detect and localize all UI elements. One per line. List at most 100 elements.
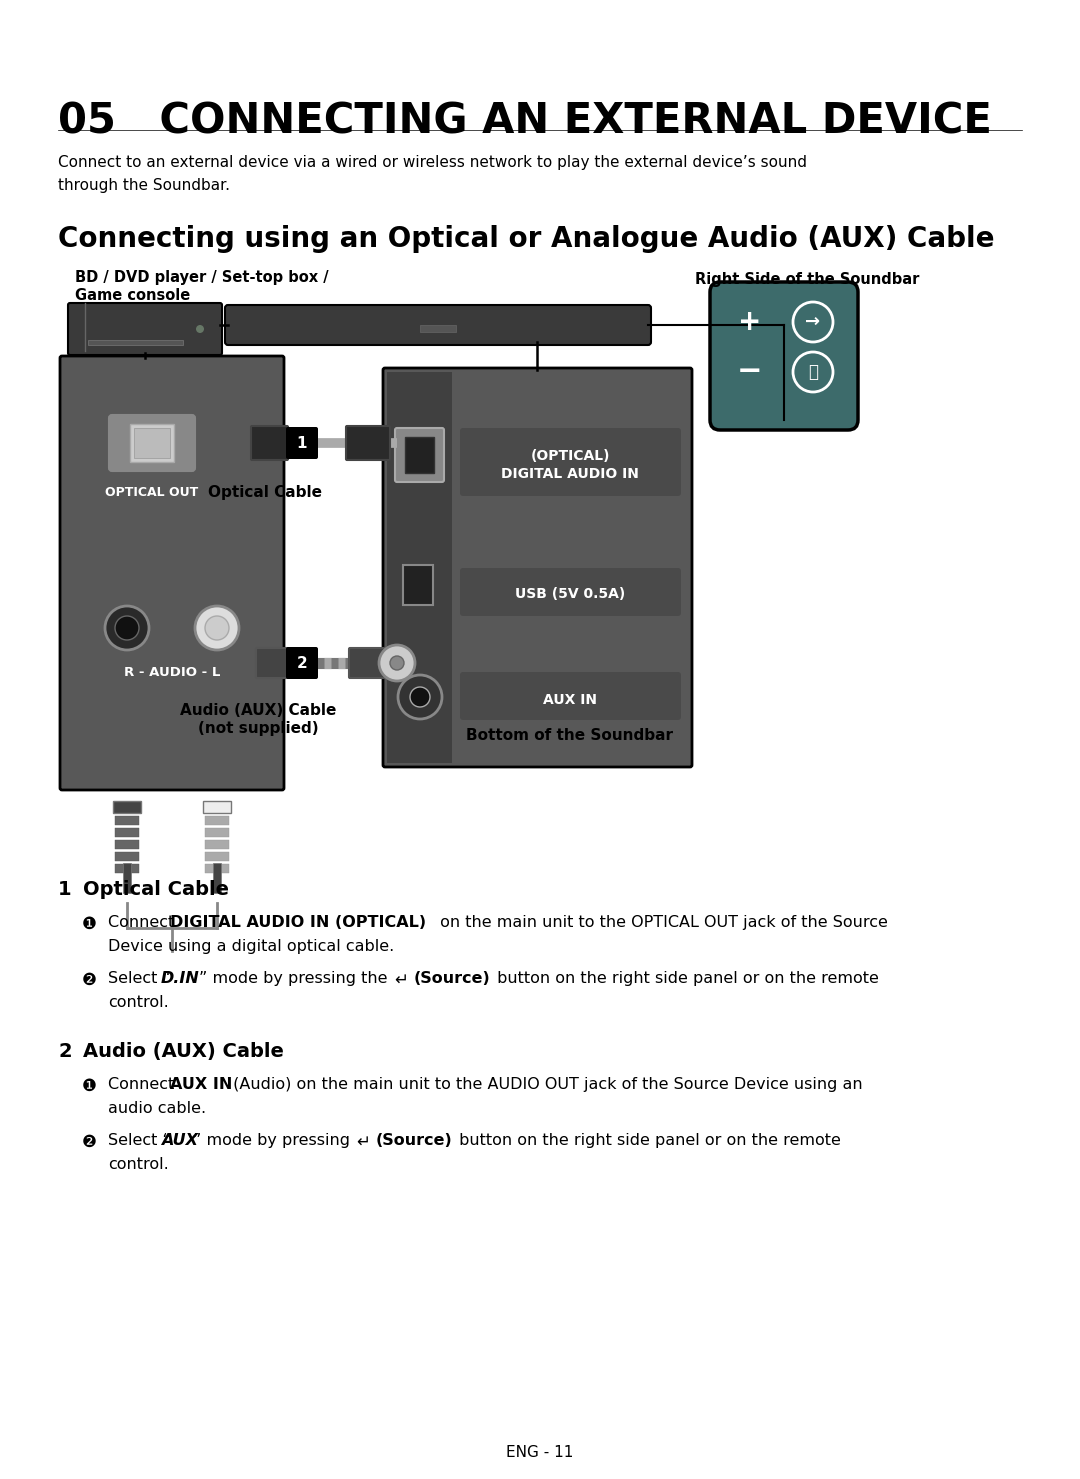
Text: button on the right side panel or on the remote: button on the right side panel or on the… — [492, 972, 879, 986]
FancyBboxPatch shape — [60, 356, 284, 790]
Text: AUX IN: AUX IN — [170, 1077, 232, 1092]
FancyBboxPatch shape — [68, 303, 222, 355]
Text: Device using a digital optical cable.: Device using a digital optical cable. — [108, 939, 394, 954]
FancyBboxPatch shape — [286, 646, 318, 679]
Text: 2: 2 — [58, 1043, 71, 1060]
Text: 1: 1 — [58, 880, 71, 899]
Text: (Audio) on the main unit to the AUDIO OUT jack of the Source Device using an: (Audio) on the main unit to the AUDIO OU… — [228, 1077, 863, 1092]
Text: button on the right side panel or on the remote: button on the right side panel or on the… — [454, 1133, 841, 1148]
Text: DIGITAL AUDIO IN: DIGITAL AUDIO IN — [501, 467, 639, 481]
Bar — [203, 802, 231, 813]
Text: D.IN: D.IN — [161, 972, 200, 986]
Text: Right Side of the Soundbar: Right Side of the Soundbar — [696, 272, 919, 287]
FancyBboxPatch shape — [460, 427, 681, 495]
FancyBboxPatch shape — [460, 671, 681, 720]
Circle shape — [390, 657, 404, 670]
FancyBboxPatch shape — [395, 427, 444, 482]
Bar — [205, 828, 229, 837]
Text: R - AUDIO - L: R - AUDIO - L — [124, 666, 220, 679]
Text: 2: 2 — [297, 655, 308, 670]
Text: ” mode by pressing: ” mode by pressing — [193, 1133, 350, 1148]
Bar — [114, 805, 139, 813]
Circle shape — [205, 615, 229, 640]
Text: audio cable.: audio cable. — [108, 1100, 206, 1117]
Text: on the main unit to the OPTICAL OUT jack of the Source: on the main unit to the OPTICAL OUT jack… — [435, 916, 888, 930]
Text: Connecting using an Optical or Analogue Audio (AUX) Cable: Connecting using an Optical or Analogue … — [58, 225, 995, 253]
FancyBboxPatch shape — [256, 648, 288, 677]
Text: ↵: ↵ — [356, 1133, 369, 1151]
Text: Select “: Select “ — [108, 1133, 171, 1148]
Text: Select “: Select “ — [108, 972, 171, 986]
Circle shape — [410, 688, 430, 707]
Bar — [113, 802, 141, 813]
Text: USB (5V 0.5A): USB (5V 0.5A) — [515, 587, 625, 600]
Text: Bottom of the Soundbar: Bottom of the Soundbar — [467, 728, 674, 742]
Circle shape — [195, 606, 239, 649]
Bar — [123, 864, 131, 893]
Bar — [114, 840, 139, 849]
Text: ENG - 11: ENG - 11 — [507, 1445, 573, 1460]
Bar — [205, 852, 229, 861]
Bar — [205, 840, 229, 849]
Text: 05   CONNECTING AN EXTERNAL DEVICE: 05 CONNECTING AN EXTERNAL DEVICE — [58, 101, 991, 142]
FancyBboxPatch shape — [225, 305, 651, 345]
Bar — [205, 864, 229, 873]
Bar — [114, 816, 139, 825]
Text: Connect: Connect — [108, 1077, 179, 1092]
Text: Audio (AUX) Cable: Audio (AUX) Cable — [179, 703, 336, 717]
Circle shape — [379, 645, 415, 680]
Text: OPTICAL OUT: OPTICAL OUT — [106, 487, 199, 498]
Bar — [114, 864, 139, 873]
Text: Audio (AUX) Cable: Audio (AUX) Cable — [83, 1043, 284, 1060]
Text: control.: control. — [108, 1157, 168, 1171]
Text: ❷: ❷ — [82, 1133, 97, 1151]
FancyBboxPatch shape — [251, 426, 288, 460]
Text: Game console: Game console — [75, 288, 190, 303]
Text: Connect to an external device via a wired or wireless network to play the extern: Connect to an external device via a wire… — [58, 155, 807, 170]
Bar — [420, 325, 456, 331]
Circle shape — [793, 352, 833, 392]
FancyBboxPatch shape — [710, 282, 858, 430]
Text: −: − — [738, 358, 762, 386]
Text: Optical Cable: Optical Cable — [208, 485, 322, 500]
Text: →: → — [806, 314, 821, 331]
Bar — [134, 427, 170, 458]
Bar — [205, 816, 229, 825]
Circle shape — [114, 615, 139, 640]
Bar — [130, 424, 174, 461]
Bar — [403, 565, 433, 605]
Text: ❷: ❷ — [82, 972, 97, 989]
Bar — [387, 373, 453, 763]
Text: Connect: Connect — [108, 916, 179, 930]
Text: (Source): (Source) — [414, 972, 490, 986]
Circle shape — [105, 606, 149, 649]
Bar — [405, 436, 434, 473]
Text: control.: control. — [108, 995, 168, 1010]
Text: BD / DVD player / Set-top box /: BD / DVD player / Set-top box / — [75, 271, 328, 285]
FancyBboxPatch shape — [460, 568, 681, 615]
Text: ↵: ↵ — [394, 972, 408, 989]
FancyBboxPatch shape — [349, 648, 389, 677]
Text: ❶: ❶ — [82, 1077, 97, 1094]
Circle shape — [195, 325, 204, 333]
Text: ❶: ❶ — [82, 916, 97, 933]
Text: ⏻: ⏻ — [808, 362, 818, 382]
Bar — [205, 805, 229, 813]
Bar — [213, 864, 221, 893]
Bar — [114, 828, 139, 837]
Text: (Source): (Source) — [376, 1133, 453, 1148]
Text: Optical Cable: Optical Cable — [83, 880, 229, 899]
Text: (not supplied): (not supplied) — [198, 720, 319, 737]
Text: through the Soundbar.: through the Soundbar. — [58, 177, 230, 192]
Bar — [87, 340, 183, 345]
FancyBboxPatch shape — [346, 426, 390, 460]
Text: ” mode by pressing the: ” mode by pressing the — [199, 972, 388, 986]
Circle shape — [399, 674, 442, 719]
Bar — [114, 852, 139, 861]
Text: (OPTICAL): (OPTICAL) — [530, 450, 610, 463]
Text: AUX IN: AUX IN — [543, 694, 597, 707]
FancyBboxPatch shape — [109, 416, 195, 470]
Text: AUX: AUX — [161, 1133, 198, 1148]
Text: 1: 1 — [297, 435, 307, 451]
Text: +: + — [739, 308, 761, 336]
